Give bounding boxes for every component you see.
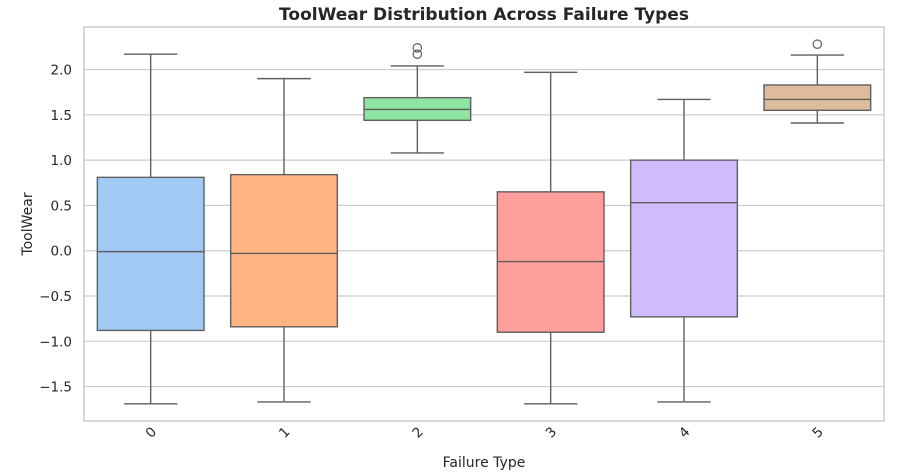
y-axis-label: ToolWear bbox=[20, 192, 36, 256]
grid-lines bbox=[84, 68, 884, 388]
x-tick-label: 3 bbox=[543, 424, 560, 441]
chart-title: ToolWear Distribution Across Failure Typ… bbox=[279, 5, 689, 25]
box-1 bbox=[229, 77, 339, 403]
iqr-box bbox=[229, 173, 339, 328]
y-tick-label: 1.5 bbox=[51, 108, 72, 124]
y-tick-labels: −1.5 −1.0 −0.5 0.0 0.5 1.0 1.5 2.0 bbox=[39, 63, 72, 396]
box-3 bbox=[496, 71, 605, 405]
y-tick-label: 0.0 bbox=[51, 244, 72, 260]
y-tick-label: −1.5 bbox=[39, 380, 72, 396]
y-tick-label: 0.5 bbox=[51, 198, 72, 214]
iqr-box bbox=[96, 176, 205, 332]
y-tick-label: −1.0 bbox=[39, 334, 72, 350]
x-tick-label: 5 bbox=[809, 424, 826, 441]
outlier-point bbox=[812, 39, 823, 50]
x-tick-label: 2 bbox=[409, 424, 426, 441]
outlier-point bbox=[412, 43, 423, 53]
y-tick-label: 2.0 bbox=[51, 63, 72, 79]
box-group bbox=[96, 39, 872, 405]
plot-frame bbox=[83, 26, 885, 422]
outlier-point bbox=[412, 49, 423, 59]
x-tick-label: 1 bbox=[276, 424, 293, 441]
x-tick-label: 4 bbox=[676, 424, 693, 441]
iqr-box bbox=[763, 84, 872, 112]
x-axis-label: Failure Type bbox=[443, 455, 526, 471]
y-tick-label: 1.0 bbox=[51, 153, 72, 169]
box-2 bbox=[363, 43, 472, 154]
box-5 bbox=[763, 39, 872, 124]
y-tick-label: −0.5 bbox=[39, 289, 72, 305]
box-0 bbox=[96, 53, 205, 405]
box-4 bbox=[629, 98, 739, 403]
iqr-box bbox=[629, 159, 739, 318]
x-tick-labels: 0 1 2 3 4 5 bbox=[143, 424, 827, 441]
x-tick-label: 0 bbox=[143, 424, 160, 441]
